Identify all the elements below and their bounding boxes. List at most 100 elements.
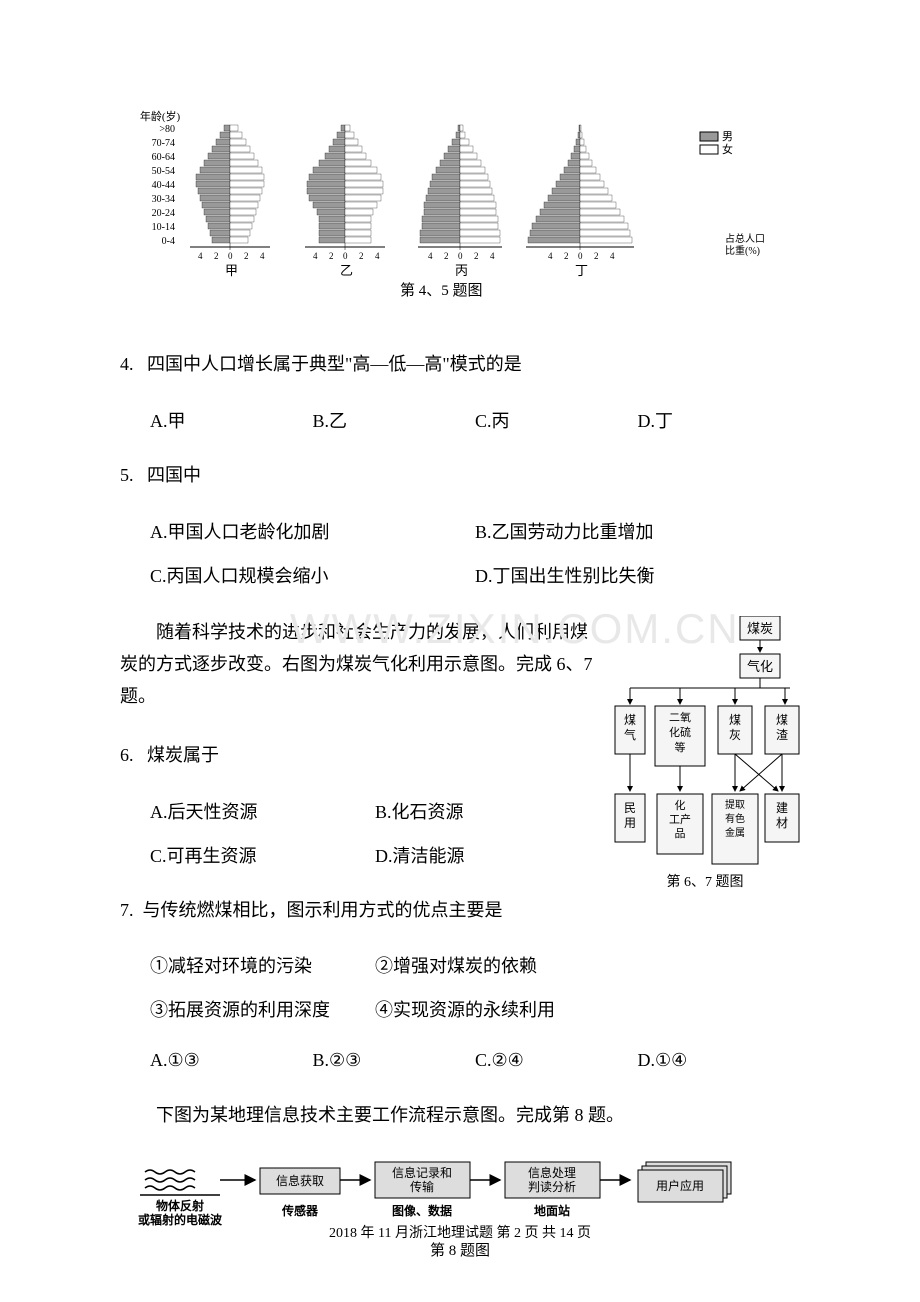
svg-text:第 8 题图: 第 8 题图 xyxy=(430,1241,490,1259)
svg-text:等: 等 xyxy=(675,740,686,754)
svg-text:女: 女 xyxy=(722,142,733,156)
remote-sensing-flow-figure: 物体反射 或辐射的电磁波 信息获取 传感器 信息记录和 传输 图像、数据 信息处… xyxy=(120,1160,800,1270)
option-a: A.甲国人口老龄化加剧 xyxy=(150,518,475,544)
option-c: C.可再生资源 xyxy=(150,842,375,868)
svg-text:丙: 丙 xyxy=(455,263,468,278)
intro-paragraph-8: 下图为某地理信息技术主要工作流程示意图。完成第 8 题。 xyxy=(120,1099,800,1131)
svg-text:用户应用: 用户应用 xyxy=(656,1178,704,1193)
question-6-options: A.后天性资源 B.化石资源 C.可再生资源 D.清洁能源 xyxy=(120,798,600,868)
option-b: B.乙国劳动力比重增加 xyxy=(475,518,800,544)
svg-text:提取: 提取 xyxy=(725,799,745,811)
svg-text:2: 2 xyxy=(444,251,449,261)
option-c: C.丙国人口规模会缩小 xyxy=(150,562,475,588)
item-3: ③拓展资源的利用深度 xyxy=(150,996,375,1022)
svg-text:煤炭: 煤炭 xyxy=(747,621,773,636)
svg-text:2: 2 xyxy=(329,251,334,261)
option-a: A.甲 xyxy=(150,407,313,433)
svg-text:0: 0 xyxy=(578,251,583,261)
question-7-options: A.①③ B.②③ C.②④ D.①④ xyxy=(120,1050,800,1071)
option-a: A.①③ xyxy=(150,1050,313,1071)
svg-text:灰: 灰 xyxy=(729,728,741,742)
question-7: 7. 与传统燃煤相比，图示利用方式的优点主要是 xyxy=(120,896,600,925)
ylabel-title: 年龄(岁) xyxy=(140,110,181,123)
svg-text:4: 4 xyxy=(610,251,615,261)
svg-text:4: 4 xyxy=(548,251,553,261)
svg-text:2: 2 xyxy=(214,251,219,261)
svg-text:50-54: 50-54 xyxy=(152,166,175,177)
question-number: 5. xyxy=(120,465,134,485)
svg-text:金属: 金属 xyxy=(725,826,745,839)
question-text: 煤炭属于 xyxy=(147,745,219,765)
question-4-options: A.甲 B.乙 C.丙 D.丁 xyxy=(120,407,800,433)
svg-text:用: 用 xyxy=(624,816,636,830)
svg-text:信息记录和: 信息记录和 xyxy=(392,1165,452,1180)
svg-text:>80: >80 xyxy=(159,124,175,135)
svg-text:品: 品 xyxy=(675,827,686,840)
svg-text:比重(%): 比重(%) xyxy=(725,244,760,257)
svg-text:图像、数据: 图像、数据 xyxy=(392,1203,452,1218)
page-footer: 2018 年 11 月浙江地理试题 第 2 页 共 14 页 xyxy=(0,1222,920,1242)
option-c: C.丙 xyxy=(475,407,638,433)
svg-text:气: 气 xyxy=(624,727,636,742)
option-c: C.②④ xyxy=(475,1050,638,1071)
svg-text:2: 2 xyxy=(564,251,569,261)
option-d: D.丁国出生性别比失衡 xyxy=(475,562,800,588)
option-d: D.丁 xyxy=(638,407,801,433)
svg-text:男: 男 xyxy=(722,131,733,143)
population-pyramid-figure: 年龄(岁) >80 70-74 60-64 50-54 40-44 30-34 … xyxy=(120,110,800,320)
option-d: D.清洁能源 xyxy=(375,842,600,868)
item-4: ④实现资源的永续利用 xyxy=(375,996,600,1022)
svg-text:物体反射: 物体反射 xyxy=(156,1198,204,1213)
svg-text:2: 2 xyxy=(359,251,364,261)
question-6: 6. 煤炭属于 xyxy=(120,741,600,770)
svg-text:判读分析: 判读分析 xyxy=(528,1180,576,1194)
option-d: D.①④ xyxy=(638,1050,801,1071)
svg-text:占总人口: 占总人口 xyxy=(725,232,765,245)
svg-text:4: 4 xyxy=(313,251,318,261)
svg-text:0: 0 xyxy=(228,251,233,261)
option-b: B.②③ xyxy=(313,1050,476,1071)
svg-text:民: 民 xyxy=(624,801,636,815)
svg-text:0: 0 xyxy=(343,251,348,261)
question-text: 与传统燃煤相比，图示利用方式的优点主要是 xyxy=(143,900,503,920)
question-text: 四国中人口增长属于典型"高—低—高"模式的是 xyxy=(147,354,522,374)
question-7-items: ①减轻对环境的污染 ②增强对煤炭的依赖 ③拓展资源的利用深度 ④实现资源的永续利… xyxy=(120,952,600,1022)
question-text: 四国中 xyxy=(147,465,201,485)
svg-text:40-44: 40-44 xyxy=(152,180,175,191)
coal-gasification-figure: 煤炭 气化 煤 气 二氧 化硫 等 煤 灰 煤 渣 xyxy=(610,616,800,1051)
svg-text:0-4: 0-4 xyxy=(162,236,175,247)
svg-text:煤: 煤 xyxy=(624,713,636,727)
svg-text:材: 材 xyxy=(776,816,788,830)
option-b: B.乙 xyxy=(313,407,476,433)
svg-text:0: 0 xyxy=(458,251,463,261)
svg-text:30-34: 30-34 xyxy=(152,194,175,205)
svg-text:丁: 丁 xyxy=(575,263,588,278)
svg-text:4: 4 xyxy=(260,251,265,261)
svg-text:地面站: 地面站 xyxy=(534,1203,570,1218)
svg-text:信息处理: 信息处理 xyxy=(528,1165,576,1180)
svg-text:煤: 煤 xyxy=(776,713,788,727)
svg-text:10-14: 10-14 xyxy=(152,222,175,233)
question-number: 6. xyxy=(120,745,134,765)
svg-text:建: 建 xyxy=(776,801,788,815)
question-5: 5. 四国中 xyxy=(120,461,800,490)
svg-text:4: 4 xyxy=(198,251,203,261)
svg-text:传输: 传输 xyxy=(410,1179,434,1194)
option-a: A.后天性资源 xyxy=(150,798,375,824)
svg-text:煤: 煤 xyxy=(729,713,741,727)
svg-text:有色: 有色 xyxy=(725,812,745,825)
question-number: 7. xyxy=(120,900,134,920)
svg-text:传感器: 传感器 xyxy=(281,1203,319,1218)
svg-text:第 6、7 题图: 第 6、7 题图 xyxy=(667,873,744,890)
svg-text:化硫: 化硫 xyxy=(669,725,691,739)
svg-text:60-64: 60-64 xyxy=(152,152,175,163)
svg-text:渣: 渣 xyxy=(776,728,788,742)
svg-text:化: 化 xyxy=(675,798,686,812)
svg-text:2: 2 xyxy=(244,251,249,261)
pyramid-caption: 第 4、5 题图 xyxy=(400,281,483,299)
item-2: ②增强对煤炭的依赖 xyxy=(375,952,600,978)
svg-text:乙: 乙 xyxy=(340,263,353,278)
question-number: 4. xyxy=(120,354,134,374)
question-4: 4. 四国中人口增长属于典型"高—低—高"模式的是 xyxy=(120,350,800,379)
svg-text:4: 4 xyxy=(490,251,495,261)
